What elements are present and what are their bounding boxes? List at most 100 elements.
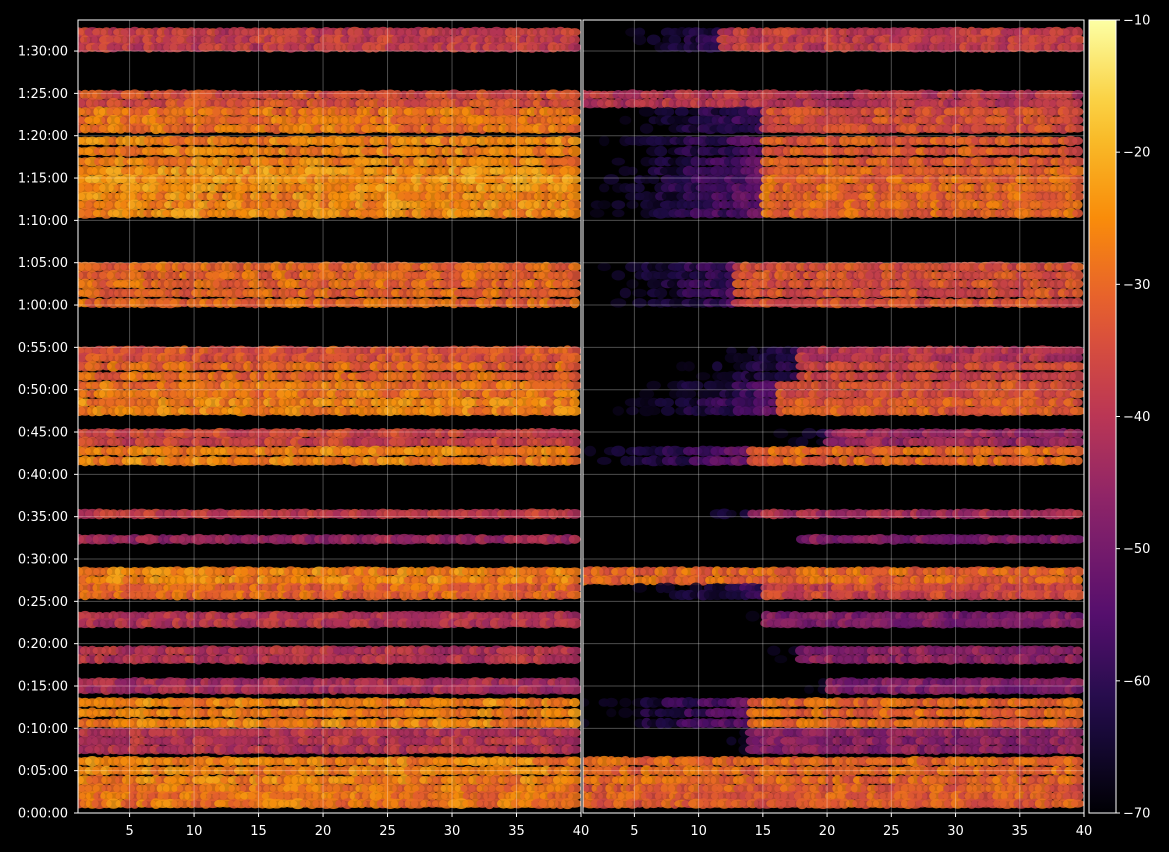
heat-cell [568, 42, 581, 52]
heat-cell [567, 799, 581, 808]
heat-cell [568, 279, 581, 288]
heat-cell [470, 370, 481, 382]
heat-cell [164, 270, 176, 281]
heat-cell [568, 288, 581, 298]
heat-cell [534, 446, 545, 457]
heat-cell [547, 42, 560, 53]
heat-cell [172, 271, 183, 280]
heat-cell [619, 115, 632, 125]
heat-cell [566, 590, 581, 600]
heat-cell [122, 34, 133, 46]
heat-cell [392, 90, 403, 100]
heat-cell [654, 145, 668, 157]
heat-cell [567, 98, 581, 108]
heat-cell [206, 436, 220, 448]
heat-cell [1071, 115, 1084, 125]
heat-cell [221, 156, 233, 167]
heat-cell [567, 446, 581, 456]
heat-cell [567, 156, 581, 167]
heat-cell [569, 35, 580, 45]
heat-cell [568, 436, 581, 448]
heat-cell [567, 346, 581, 356]
heat-cell [278, 397, 289, 408]
heat-cell [114, 123, 127, 134]
heat-cell [434, 26, 446, 38]
heat-cell [568, 262, 581, 272]
heat-cell [567, 362, 581, 371]
heat-cell [567, 567, 581, 576]
heat-cell [568, 371, 581, 382]
heat-cell [214, 90, 225, 100]
heat-cell [568, 28, 581, 37]
heat-cell [567, 208, 581, 219]
heat-cell [129, 145, 140, 157]
heat-cell [1071, 107, 1084, 117]
heat-cell [548, 191, 559, 202]
heat-cell [413, 445, 424, 457]
heat-cell [1070, 124, 1084, 133]
heat-cell [158, 397, 169, 408]
heat-cell [455, 123, 467, 134]
heat-cell [285, 361, 296, 372]
heat-cell [568, 718, 581, 729]
heat-cell [1072, 98, 1083, 108]
heat-cell [526, 446, 538, 456]
heat-cell [568, 89, 581, 100]
heat-cell [567, 199, 581, 211]
heat-cell [441, 27, 452, 38]
heat-cell [228, 261, 240, 273]
heat-cell [568, 175, 581, 184]
heat-cell [455, 182, 467, 193]
heat-cell [567, 352, 581, 363]
heat-cell [1069, 166, 1084, 176]
heat-cell [129, 209, 140, 218]
heat-cell [639, 123, 654, 134]
heat-cell [566, 775, 581, 785]
heat-cell [1072, 145, 1083, 157]
heat-cell [193, 279, 204, 289]
heat-cell [567, 183, 581, 193]
heat-cell [441, 199, 453, 211]
heat-cell [661, 106, 675, 117]
heat-cell [405, 89, 417, 100]
heat-cell [270, 123, 283, 135]
heat-cell [569, 697, 580, 708]
heat-cell [611, 157, 625, 166]
heat-cell [526, 191, 538, 202]
heat-cell [568, 727, 581, 738]
heat-cell [627, 166, 638, 176]
heat-cell [519, 270, 531, 281]
heat-cell [243, 262, 254, 272]
heat-cell [568, 145, 581, 157]
heat-cell [567, 456, 581, 465]
heat-cell [638, 106, 655, 117]
heat-cell [674, 106, 689, 117]
heat-cell [129, 428, 140, 439]
heat-cell [1069, 174, 1084, 184]
heat-cell [566, 736, 581, 746]
heat-cell [434, 156, 446, 168]
heat-cell [1072, 136, 1083, 145]
heat-cell [567, 191, 581, 201]
heat-cell [567, 136, 581, 146]
heat-cell [648, 174, 660, 185]
heat-cell [569, 389, 580, 399]
heat-cell [568, 107, 581, 117]
heat-cell [299, 135, 311, 147]
heat-cell [568, 429, 581, 438]
heat-cell [526, 297, 538, 309]
heat-cell [569, 297, 580, 309]
heat-cell [179, 298, 190, 308]
heat-cell [1072, 90, 1084, 100]
heat-cell [566, 381, 581, 390]
heat-cell [566, 646, 581, 655]
heat-cell [278, 165, 289, 177]
heat-cell [1070, 157, 1084, 167]
heat-cell [568, 654, 581, 665]
heat-cell [461, 106, 475, 117]
heat-cell [413, 437, 424, 447]
heat-cell [568, 166, 581, 176]
heat-cell [567, 617, 581, 629]
heat-cell [568, 534, 581, 544]
